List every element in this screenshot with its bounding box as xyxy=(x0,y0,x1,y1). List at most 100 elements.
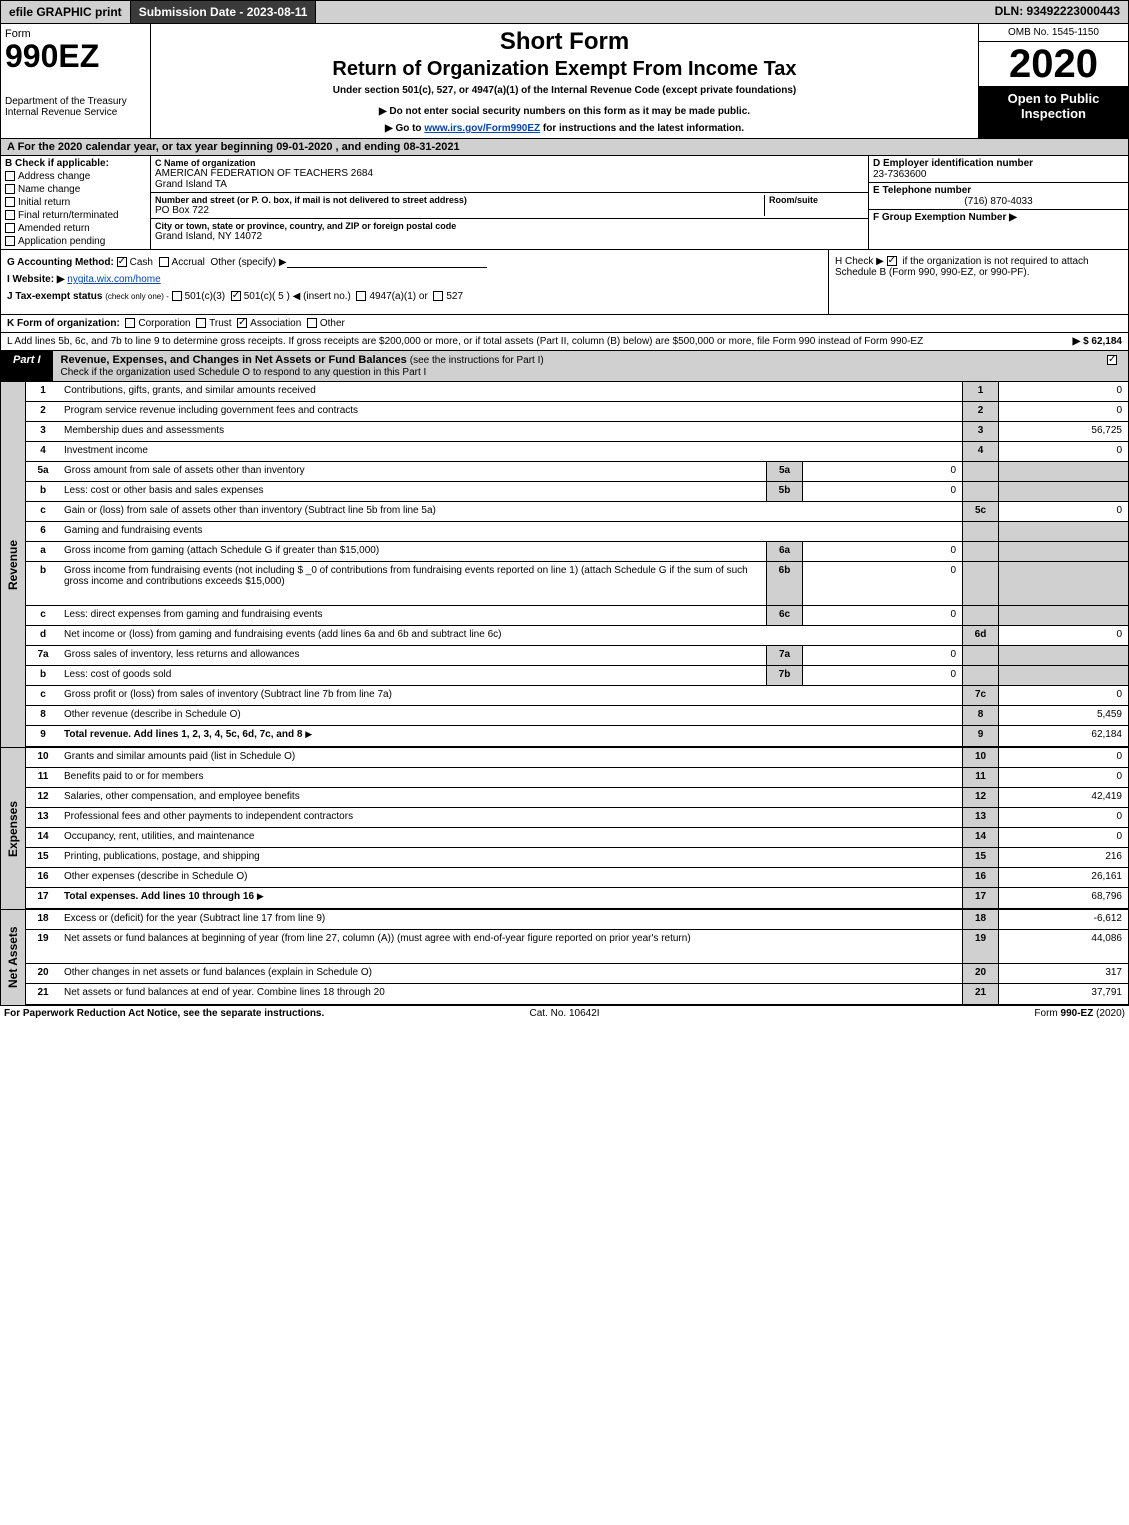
part-1-header: Part I Revenue, Expenses, and Changes in… xyxy=(0,351,1129,382)
val-col: 317 xyxy=(998,964,1128,983)
arrow-icon xyxy=(305,729,314,740)
footer-right-pre: Form xyxy=(1034,1008,1060,1019)
g-accrual: Accrual xyxy=(172,257,205,268)
val-col-shade xyxy=(998,482,1128,501)
section-ghij: G Accounting Method: Cash Accrual Other … xyxy=(0,250,1129,315)
website-link[interactable]: nygita.wix.com/home xyxy=(67,274,160,285)
line-desc: Less: direct expenses from gaming and fu… xyxy=(60,606,766,625)
org-name-hdr: C Name of organization xyxy=(155,158,864,168)
page-footer: For Paperwork Reduction Act Notice, see … xyxy=(0,1005,1129,1021)
line-col: 5c xyxy=(962,502,998,521)
j-501c: 501(c)( 5 ) ◀ (insert no.) xyxy=(244,291,351,302)
checkbox-501c[interactable] xyxy=(231,291,241,301)
line-num: 15 xyxy=(26,848,60,867)
h-text1: H Check ▶ xyxy=(835,256,884,267)
checkbox-cash[interactable] xyxy=(117,257,127,267)
line-desc: Benefits paid to or for members xyxy=(60,768,962,787)
checkbox-501c3[interactable] xyxy=(172,291,182,301)
val-col: 68,796 xyxy=(998,888,1128,908)
table-row: 21Net assets or fund balances at end of … xyxy=(26,984,1128,1004)
revenue-rows: 1Contributions, gifts, grants, and simil… xyxy=(26,382,1129,747)
line-num: 12 xyxy=(26,788,60,807)
line-desc: Net assets or fund balances at beginning… xyxy=(60,930,962,963)
val-col-shade xyxy=(998,542,1128,561)
department-label: Department of the Treasury xyxy=(5,96,146,107)
line-col-shade xyxy=(962,666,998,685)
checkbox-icon[interactable] xyxy=(5,223,15,233)
inner-value: 0 xyxy=(802,646,962,665)
line-num: c xyxy=(26,502,60,521)
opt-label: Name change xyxy=(18,184,80,195)
checkbox-icon[interactable] xyxy=(5,210,15,220)
table-row: 15Printing, publications, postage, and s… xyxy=(26,848,1128,868)
row-a-tax-year: A For the 2020 calendar year, or tax yea… xyxy=(0,139,1129,156)
inner-line-num: 7b xyxy=(766,666,802,685)
line-col: 19 xyxy=(962,930,998,963)
val-col-shade xyxy=(998,646,1128,665)
checkbox-other[interactable] xyxy=(307,318,317,328)
line-col: 3 xyxy=(962,422,998,441)
line-col-shade xyxy=(962,562,998,605)
val-col: 0 xyxy=(998,808,1128,827)
checkbox-icon[interactable] xyxy=(5,171,15,181)
checkbox-corp[interactable] xyxy=(125,318,135,328)
row-7b: b Less: cost of goods sold 7b 0 xyxy=(26,666,1128,686)
checkbox-icon[interactable] xyxy=(5,184,15,194)
group-exemption-hdr: F Group Exemption Number ▶ xyxy=(873,212,1124,223)
ein-hdr: D Employer identification number xyxy=(873,158,1124,169)
val-col: 5,459 xyxy=(998,706,1128,725)
k-other: Other xyxy=(320,318,345,329)
opt-label: Initial return xyxy=(18,197,70,208)
checkbox-4947[interactable] xyxy=(356,291,366,301)
val-col: 26,161 xyxy=(998,868,1128,887)
j-note: (check only one) - xyxy=(105,292,169,301)
line-col: 8 xyxy=(962,706,998,725)
goto-link[interactable]: www.irs.gov/Form990EZ xyxy=(424,123,540,134)
val-col: 216 xyxy=(998,848,1128,867)
table-row: 20Other changes in net assets or fund ba… xyxy=(26,964,1128,984)
line-num: 17 xyxy=(26,888,60,908)
footer-right: Form 990-EZ (2020) xyxy=(751,1008,1125,1019)
checkbox-schedule-o[interactable] xyxy=(1107,355,1117,365)
opt-initial-return: Initial return xyxy=(5,197,146,208)
checkbox-icon[interactable] xyxy=(5,236,15,246)
checkbox-assoc[interactable] xyxy=(237,318,247,328)
inner-line-num: 6a xyxy=(766,542,802,561)
table-row: 17Total expenses. Add lines 10 through 1… xyxy=(26,888,1128,908)
line-desc: Membership dues and assessments xyxy=(60,422,962,441)
line-num: d xyxy=(26,626,60,645)
table-row: 13Professional fees and other payments t… xyxy=(26,808,1128,828)
open-public-inspection: Open to Public Inspection xyxy=(979,87,1128,138)
j-527: 527 xyxy=(446,291,463,302)
ghij-left: G Accounting Method: Cash Accrual Other … xyxy=(1,250,828,314)
line-desc: Other changes in net assets or fund bala… xyxy=(60,964,962,983)
checkbox-accrual[interactable] xyxy=(159,257,169,267)
val-col: 0 xyxy=(998,402,1128,421)
checkbox-527[interactable] xyxy=(433,291,443,301)
city-value: Grand Island, NY 14072 xyxy=(155,231,864,242)
line-col: 15 xyxy=(962,848,998,867)
line-desc: Gross sales of inventory, less returns a… xyxy=(60,646,766,665)
checkbox-icon[interactable] xyxy=(5,197,15,207)
val-col-shade xyxy=(998,606,1128,625)
line-num: 16 xyxy=(26,868,60,887)
g-other: Other (specify) ▶ xyxy=(210,257,286,268)
g-label: G Accounting Method: xyxy=(7,257,114,268)
efile-print-label[interactable]: efile GRAPHIC print xyxy=(1,1,131,23)
part-check-line: Check if the organization used Schedule … xyxy=(61,367,427,378)
checkbox-h[interactable] xyxy=(887,256,897,266)
short-form-title: Short Form xyxy=(159,28,970,56)
k-trust: Trust xyxy=(209,318,231,329)
inner-line-num: 5b xyxy=(766,482,802,501)
form-number: 990EZ xyxy=(5,40,146,72)
table-row: 3Membership dues and assessments356,725 xyxy=(26,422,1128,442)
row-6: 6 Gaming and fundraising events xyxy=(26,522,1128,542)
checkbox-trust[interactable] xyxy=(196,318,206,328)
footer-mid: Cat. No. 10642I xyxy=(378,1008,752,1019)
line-num: 13 xyxy=(26,808,60,827)
line-col: 2 xyxy=(962,402,998,421)
line-num: 4 xyxy=(26,442,60,461)
line-col: 17 xyxy=(962,888,998,908)
opt-label: Address change xyxy=(18,171,90,182)
ghij-right: H Check ▶ if the organization is not req… xyxy=(828,250,1128,314)
